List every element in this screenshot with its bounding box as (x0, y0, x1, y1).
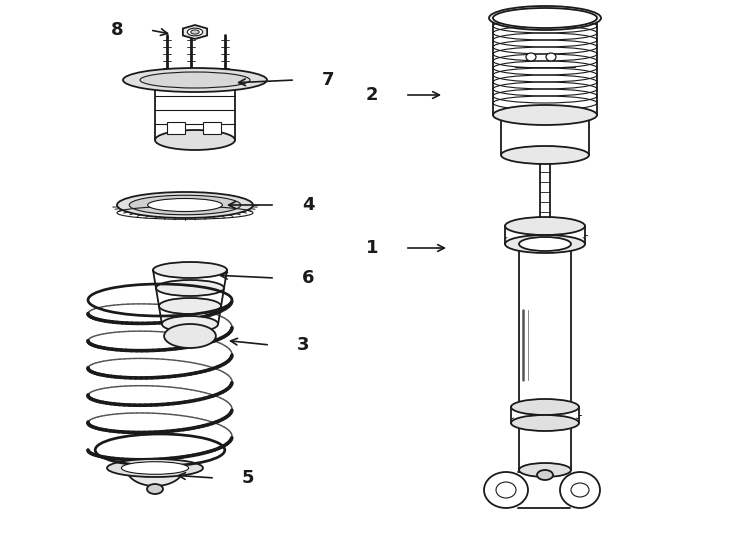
Ellipse shape (123, 68, 267, 92)
Ellipse shape (484, 472, 528, 508)
Ellipse shape (117, 192, 253, 218)
Ellipse shape (159, 298, 221, 314)
Ellipse shape (148, 199, 222, 212)
Text: 4: 4 (302, 196, 314, 214)
Polygon shape (183, 25, 207, 39)
Ellipse shape (496, 482, 516, 498)
Ellipse shape (560, 472, 600, 508)
Text: 7: 7 (321, 71, 334, 89)
Polygon shape (126, 468, 184, 486)
Ellipse shape (107, 459, 203, 477)
Ellipse shape (489, 6, 601, 30)
Ellipse shape (164, 324, 216, 348)
Ellipse shape (511, 415, 579, 431)
Ellipse shape (191, 30, 199, 34)
Ellipse shape (493, 105, 597, 125)
Ellipse shape (519, 237, 571, 251)
Ellipse shape (121, 462, 189, 474)
Ellipse shape (505, 235, 585, 253)
Ellipse shape (537, 470, 553, 480)
Text: 1: 1 (366, 239, 378, 257)
Text: 3: 3 (297, 336, 309, 354)
Bar (203, 122, 221, 134)
Ellipse shape (505, 217, 585, 235)
Text: 5: 5 (241, 469, 254, 487)
Ellipse shape (501, 146, 589, 164)
Ellipse shape (526, 53, 536, 61)
Ellipse shape (155, 130, 235, 150)
Ellipse shape (187, 28, 203, 36)
Ellipse shape (571, 483, 589, 497)
Text: 2: 2 (366, 86, 378, 104)
Ellipse shape (546, 53, 556, 61)
Ellipse shape (129, 195, 241, 215)
Ellipse shape (519, 463, 571, 477)
Ellipse shape (156, 280, 224, 296)
Text: 6: 6 (302, 269, 314, 287)
Ellipse shape (147, 484, 163, 494)
Ellipse shape (162, 316, 218, 332)
Ellipse shape (153, 262, 227, 278)
Bar (167, 122, 185, 134)
Ellipse shape (511, 399, 579, 415)
Ellipse shape (140, 72, 250, 88)
Text: 8: 8 (111, 21, 123, 39)
Ellipse shape (493, 8, 597, 28)
